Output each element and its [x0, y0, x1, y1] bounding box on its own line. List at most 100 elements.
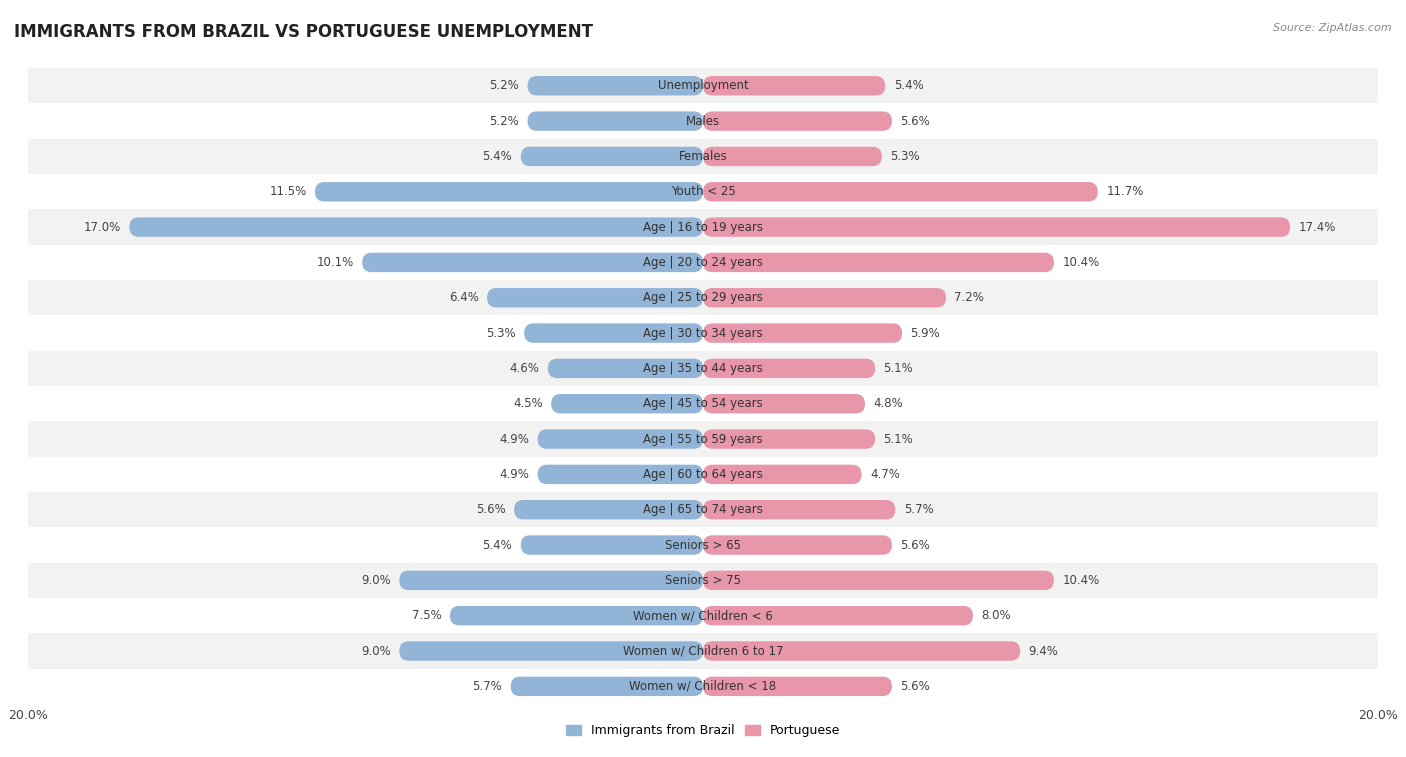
FancyBboxPatch shape	[703, 323, 903, 343]
FancyBboxPatch shape	[510, 677, 703, 696]
Bar	[28, 598, 1378, 634]
Text: 5.1%: 5.1%	[883, 362, 914, 375]
Bar	[28, 668, 1378, 704]
FancyBboxPatch shape	[703, 217, 1291, 237]
Text: 4.8%: 4.8%	[873, 397, 903, 410]
FancyBboxPatch shape	[703, 76, 886, 95]
Bar	[28, 210, 1378, 245]
Legend: Immigrants from Brazil, Portuguese: Immigrants from Brazil, Portuguese	[561, 719, 845, 743]
Bar	[28, 634, 1378, 668]
Text: Seniors > 75: Seniors > 75	[665, 574, 741, 587]
Text: Seniors > 65: Seniors > 65	[665, 538, 741, 552]
Text: 5.7%: 5.7%	[904, 503, 934, 516]
Text: Age | 30 to 34 years: Age | 30 to 34 years	[643, 326, 763, 340]
FancyBboxPatch shape	[527, 76, 703, 95]
Text: 4.7%: 4.7%	[870, 468, 900, 481]
Text: 5.9%: 5.9%	[911, 326, 941, 340]
FancyBboxPatch shape	[537, 429, 703, 449]
Text: Youth < 25: Youth < 25	[671, 185, 735, 198]
FancyBboxPatch shape	[548, 359, 703, 378]
Bar	[28, 528, 1378, 562]
Text: 5.7%: 5.7%	[472, 680, 502, 693]
Bar	[28, 492, 1378, 528]
FancyBboxPatch shape	[703, 641, 1021, 661]
FancyBboxPatch shape	[703, 288, 946, 307]
FancyBboxPatch shape	[703, 429, 875, 449]
FancyBboxPatch shape	[537, 465, 703, 484]
Text: Unemployment: Unemployment	[658, 79, 748, 92]
FancyBboxPatch shape	[520, 535, 703, 555]
Text: 6.4%: 6.4%	[449, 291, 478, 304]
FancyBboxPatch shape	[703, 571, 1054, 590]
Text: 5.6%: 5.6%	[475, 503, 506, 516]
Text: Women w/ Children < 6: Women w/ Children < 6	[633, 609, 773, 622]
Text: 5.4%: 5.4%	[482, 538, 512, 552]
Text: 10.4%: 10.4%	[1063, 574, 1099, 587]
Text: 7.2%: 7.2%	[955, 291, 984, 304]
Text: 5.6%: 5.6%	[900, 680, 931, 693]
FancyBboxPatch shape	[703, 606, 973, 625]
Text: Age | 35 to 44 years: Age | 35 to 44 years	[643, 362, 763, 375]
Text: Age | 16 to 19 years: Age | 16 to 19 years	[643, 220, 763, 234]
FancyBboxPatch shape	[315, 182, 703, 201]
Bar	[28, 350, 1378, 386]
Text: 7.5%: 7.5%	[412, 609, 441, 622]
Text: 5.6%: 5.6%	[900, 114, 931, 128]
FancyBboxPatch shape	[703, 465, 862, 484]
Text: Males: Males	[686, 114, 720, 128]
Text: Age | 60 to 64 years: Age | 60 to 64 years	[643, 468, 763, 481]
Text: 17.4%: 17.4%	[1299, 220, 1336, 234]
FancyBboxPatch shape	[703, 111, 891, 131]
FancyBboxPatch shape	[703, 359, 875, 378]
Bar	[28, 456, 1378, 492]
Bar	[28, 386, 1378, 422]
Bar	[28, 280, 1378, 316]
Text: Age | 25 to 29 years: Age | 25 to 29 years	[643, 291, 763, 304]
Text: Source: ZipAtlas.com: Source: ZipAtlas.com	[1274, 23, 1392, 33]
Text: 5.3%: 5.3%	[486, 326, 516, 340]
Text: 5.4%: 5.4%	[482, 150, 512, 163]
Text: 8.0%: 8.0%	[981, 609, 1011, 622]
Bar	[28, 104, 1378, 139]
Text: 11.7%: 11.7%	[1107, 185, 1143, 198]
FancyBboxPatch shape	[703, 535, 891, 555]
Text: 9.4%: 9.4%	[1029, 644, 1059, 658]
FancyBboxPatch shape	[703, 182, 1098, 201]
FancyBboxPatch shape	[703, 253, 1054, 273]
Text: 11.5%: 11.5%	[270, 185, 307, 198]
Text: 9.0%: 9.0%	[361, 644, 391, 658]
Text: 4.5%: 4.5%	[513, 397, 543, 410]
Text: 10.1%: 10.1%	[316, 256, 354, 269]
Bar	[28, 316, 1378, 350]
FancyBboxPatch shape	[527, 111, 703, 131]
FancyBboxPatch shape	[703, 500, 896, 519]
FancyBboxPatch shape	[551, 394, 703, 413]
Text: 5.1%: 5.1%	[883, 432, 914, 446]
Bar	[28, 245, 1378, 280]
Text: IMMIGRANTS FROM BRAZIL VS PORTUGUESE UNEMPLOYMENT: IMMIGRANTS FROM BRAZIL VS PORTUGUESE UNE…	[14, 23, 593, 41]
Text: 10.4%: 10.4%	[1063, 256, 1099, 269]
Text: Age | 65 to 74 years: Age | 65 to 74 years	[643, 503, 763, 516]
FancyBboxPatch shape	[399, 571, 703, 590]
Text: 4.9%: 4.9%	[499, 468, 529, 481]
FancyBboxPatch shape	[703, 394, 865, 413]
FancyBboxPatch shape	[450, 606, 703, 625]
Bar	[28, 422, 1378, 456]
FancyBboxPatch shape	[524, 323, 703, 343]
Text: Women w/ Children 6 to 17: Women w/ Children 6 to 17	[623, 644, 783, 658]
Text: Age | 55 to 59 years: Age | 55 to 59 years	[643, 432, 763, 446]
Bar	[28, 174, 1378, 210]
Bar	[28, 68, 1378, 104]
Text: Females: Females	[679, 150, 727, 163]
Text: 5.3%: 5.3%	[890, 150, 920, 163]
Bar	[28, 562, 1378, 598]
FancyBboxPatch shape	[363, 253, 703, 273]
Text: Age | 20 to 24 years: Age | 20 to 24 years	[643, 256, 763, 269]
Bar	[28, 139, 1378, 174]
Text: 9.0%: 9.0%	[361, 574, 391, 587]
Text: 4.6%: 4.6%	[509, 362, 540, 375]
Text: 4.9%: 4.9%	[499, 432, 529, 446]
Text: 5.6%: 5.6%	[900, 538, 931, 552]
Text: 17.0%: 17.0%	[84, 220, 121, 234]
FancyBboxPatch shape	[399, 641, 703, 661]
